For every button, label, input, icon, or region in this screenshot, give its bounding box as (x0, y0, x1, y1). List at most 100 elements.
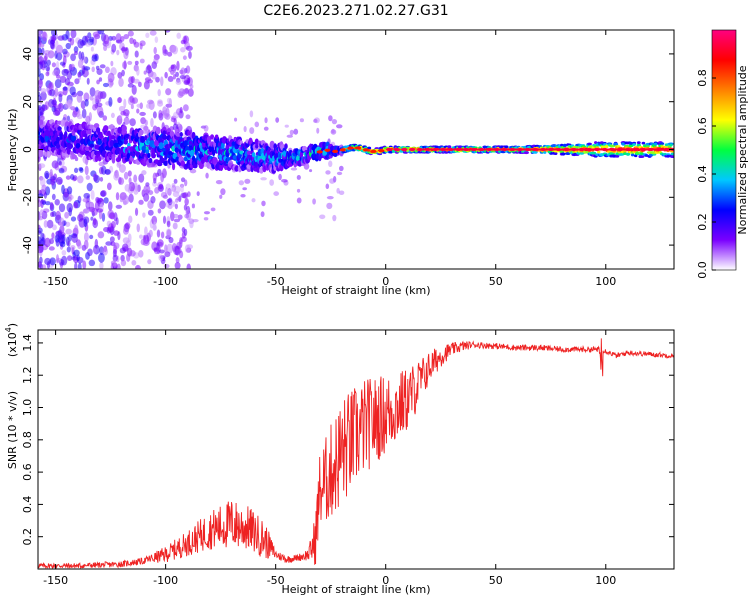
spectrogram-noise-cell (139, 111, 146, 117)
spectrogram-peak-cell (332, 149, 339, 153)
spectrogram-noise-cell (123, 171, 129, 180)
spectrogram-noise-cell (108, 201, 113, 211)
spectrogram-noise-cell (54, 40, 59, 51)
spectrogram-cell (179, 132, 183, 137)
spectrogram-noise-cell (313, 118, 318, 123)
spectrogram-cell (79, 150, 86, 156)
spectrogram-noise-cell (64, 211, 69, 219)
spectrogram-noise-cell (110, 112, 115, 118)
spectrogram-noise-cell (184, 213, 190, 219)
spectrogram-cell (156, 162, 163, 167)
spectrogram-noise-cell (117, 72, 123, 79)
spectrogram-noise-cell (336, 187, 340, 194)
spectrogram-noise-cell (60, 255, 68, 266)
spectrogram-noise-cell (77, 175, 84, 184)
spectrogram-noise-cell (124, 184, 131, 192)
spectrogram-noise-cell (131, 260, 137, 266)
x-tick-label: -150 (43, 574, 68, 587)
spectrogram-cell (231, 141, 236, 146)
spectrogram-noise-cell (84, 71, 90, 77)
spectrogram-noise-cell (42, 31, 48, 42)
spectrogram-noise-cell (110, 60, 114, 67)
y-tick-label: 0.4 (21, 496, 34, 514)
spectrogram-noise-cell (160, 231, 165, 239)
spectrogram-noise-cell (74, 262, 78, 269)
spectrogram-noise-cell (143, 184, 151, 194)
spectrogram-noise-cell (185, 45, 193, 51)
spectrogram-noise-cell (65, 175, 71, 180)
spectrogram-noise-cell (220, 188, 226, 196)
spectrogram-noise-cell (66, 115, 71, 122)
spectrogram-cell (553, 152, 558, 156)
spectrogram-noise-cell (290, 167, 298, 171)
spectrogram-noise-cell (143, 80, 150, 90)
spectrogram-noise-cell (38, 78, 43, 88)
spectrogram-noise-cell (90, 46, 94, 52)
spectrogram-noise-cell (41, 184, 47, 192)
spectrogram-noise-cell (158, 183, 164, 190)
spectrogram-cell (123, 139, 129, 145)
spectrogram-noise-cell (67, 37, 72, 42)
y-tick-label: 1.4 (21, 334, 34, 352)
spectrogram-cell (121, 125, 127, 132)
spectrogram-noise-cell (148, 229, 153, 238)
spectrogram-noise-cell (66, 202, 73, 213)
chart-title: C2E6.2023.271.02.27.G31 (263, 3, 448, 19)
spectrogram-noise-cell (77, 213, 84, 222)
spectrogram-noise-cell (179, 74, 187, 80)
spectrogram-noise-cell (127, 30, 134, 37)
spectrogram-cell (175, 132, 181, 137)
y-tick-label: 0 (21, 146, 34, 153)
spectrogram-noise-cell (116, 263, 121, 269)
spectrogram-noise-cell (82, 64, 86, 75)
spectrogram-noise-cell (60, 241, 66, 248)
spectrogram-noise-cell (171, 184, 177, 193)
spectrogram-cell (56, 136, 61, 143)
spectrogram-noise-cell (326, 195, 334, 200)
spectrogram-noise-cell (67, 196, 72, 202)
spectrogram-noise-cell (134, 207, 139, 217)
spectrogram-cell (154, 159, 159, 164)
spectrogram-noise-cell (86, 77, 90, 85)
spectrogram-cell (161, 134, 167, 140)
spectrogram-noise-cell (73, 249, 80, 257)
spectrogram-noise-cell (189, 84, 194, 89)
spectrogram-noise-cell (168, 237, 174, 244)
spectrogram-noise-cell (299, 118, 304, 123)
spectrogram-peak-cell (370, 149, 377, 153)
spectrogram-noise-cell (205, 172, 209, 179)
spectrogram-noise-cell (113, 260, 117, 268)
spectrogram-noise-cell (103, 227, 110, 233)
spectrogram-noise-cell (151, 61, 158, 69)
spectrogram-noise-cell (263, 126, 269, 131)
spectrogram-noise-cell (131, 84, 137, 95)
spectrogram-noise-cell (44, 237, 51, 248)
spectrogram-noise-cell (90, 189, 95, 200)
spectrogram-noise-cell (139, 42, 143, 50)
spectrogram-noise-cell (70, 245, 76, 250)
spectrogram-noise-cell (96, 79, 100, 85)
spectrogram-cell (635, 151, 639, 155)
spectrogram-cell (587, 142, 592, 146)
spectrogram-cell (669, 143, 673, 147)
spectrogram-noise-cell (91, 66, 95, 73)
spectrogram-noise-cell (184, 198, 189, 206)
spectrogram-noise-cell (89, 95, 94, 101)
spectrogram-cell (248, 137, 253, 146)
spectrogram-noise-cell (51, 232, 55, 239)
y-tick-label: 0.8 (21, 431, 34, 449)
spectrogram-cell (579, 151, 585, 155)
spectrogram-noise-cell (118, 177, 125, 185)
spectrogram-noise-cell (51, 160, 59, 169)
spectrogram-cell (562, 144, 568, 147)
spectrogram-noise-cell (254, 121, 260, 128)
spectrogram-noise-cell (338, 190, 345, 196)
spectrogram-cell (246, 150, 252, 155)
spectrogram-noise-cell (172, 222, 178, 230)
spectrogram-noise-cell (50, 178, 55, 186)
spectrogram-cell (111, 155, 116, 164)
spectrogram-noise-cell (122, 61, 127, 69)
x-tick-label: 0 (382, 275, 389, 288)
spectrogram-cell (62, 147, 66, 154)
spectrogram-noise-cell (44, 201, 51, 206)
